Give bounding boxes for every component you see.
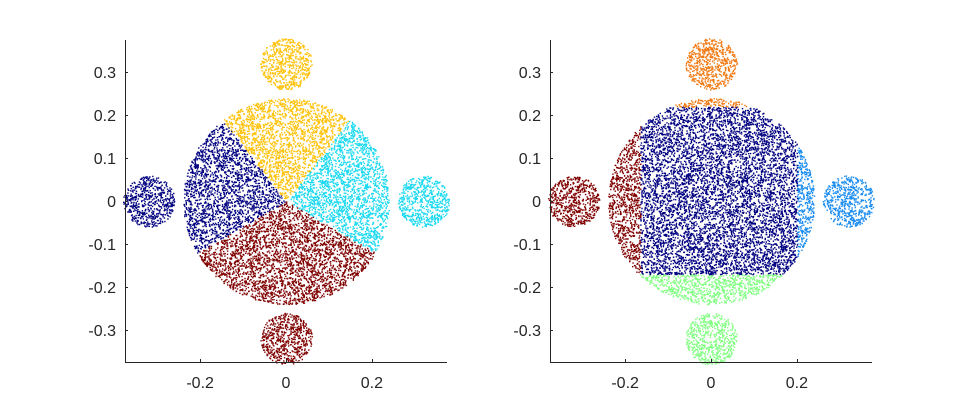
x-tick-label: -0.2 [186,375,214,392]
axes-spines [125,40,447,363]
y-tick-label: 0.3 [519,65,541,82]
y-tick-label: 0.2 [519,108,541,125]
axes-spines [550,40,872,363]
y-tick-label: -0.3 [513,323,541,340]
cluster-4-points [640,106,799,276]
x-tick-label: 0 [707,375,716,392]
left-scatter-panel: -0.2 0 0.2 0.3 0.2 0.1 0 -0.1 -0.2 -0.3 [88,38,450,392]
right-scatter-panel: -0.2 0 0.2 0.3 0.2 0.1 0 -0.1 -0.2 -0.3 [513,38,875,392]
y-tick-label: 0.1 [94,151,116,168]
x-tick-label: 0.2 [361,375,383,392]
y-tick-label: -0.1 [88,237,116,254]
y-tick-label: -0.2 [513,280,541,297]
cluster-1-points [796,147,875,258]
y-tick-label: 0 [107,194,116,211]
cluster-0-points [223,38,349,200]
x-tick-label: -0.2 [611,375,639,392]
y-tick-label: -0.3 [88,323,116,340]
x-tick-label: 0.2 [786,375,808,392]
y-tick-label: -0.1 [513,237,541,254]
cluster-3-points [123,123,286,254]
y-tick-label: -0.2 [88,280,116,297]
y-tick-label: 0.2 [94,108,116,125]
y-tick-label: 0.3 [94,65,116,82]
cluster-2-points [199,201,375,365]
x-tick-label: 0 [282,375,291,392]
scatter-points [123,38,450,365]
cluster-1-points [290,120,450,252]
y-tick-label: 0.1 [519,151,541,168]
cluster-2-points [640,274,783,366]
y-tick-label: 0 [532,194,541,211]
scatter-points [548,38,875,366]
cluster-3-points [548,126,642,274]
cluster-0-points [675,38,748,108]
